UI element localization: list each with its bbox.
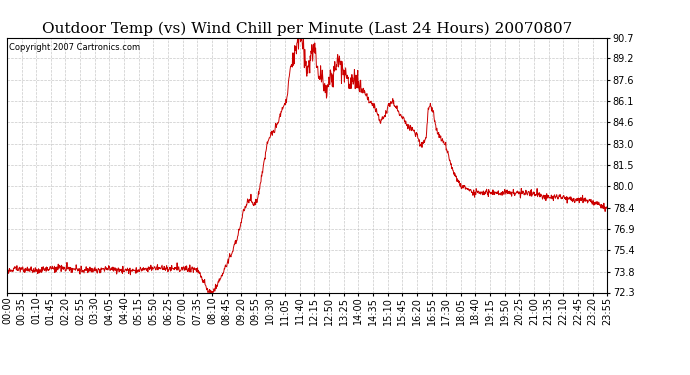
Text: Copyright 2007 Cartronics.com: Copyright 2007 Cartronics.com [9, 43, 140, 52]
Title: Outdoor Temp (vs) Wind Chill per Minute (Last 24 Hours) 20070807: Outdoor Temp (vs) Wind Chill per Minute … [42, 22, 572, 36]
